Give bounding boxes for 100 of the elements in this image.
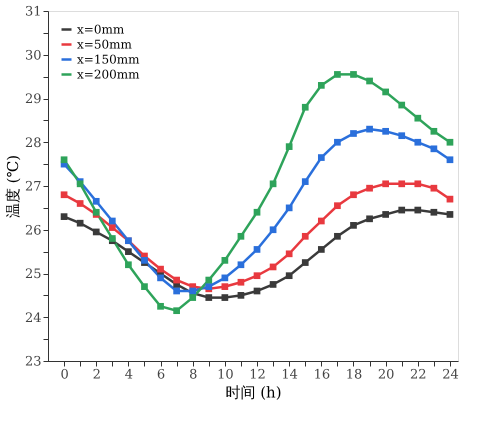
point xyxy=(222,274,228,282)
y-tick-label: 26 xyxy=(24,223,42,238)
point xyxy=(366,126,373,132)
point xyxy=(430,184,438,192)
point xyxy=(446,138,454,146)
point xyxy=(430,145,438,152)
point xyxy=(238,232,244,240)
point xyxy=(286,272,293,280)
point xyxy=(205,283,212,290)
point xyxy=(173,307,180,314)
point xyxy=(366,215,373,222)
point xyxy=(254,246,260,253)
point xyxy=(125,261,132,268)
x-tick-label: 4 xyxy=(124,368,134,382)
legend-label: x=50mm xyxy=(77,38,132,52)
point xyxy=(108,235,116,242)
point xyxy=(270,281,276,288)
point xyxy=(302,259,309,266)
point xyxy=(189,294,196,301)
point xyxy=(318,154,325,161)
x-tick-label: 22 xyxy=(410,368,427,382)
point xyxy=(173,288,180,294)
point xyxy=(141,283,148,290)
x-tick-label: 16 xyxy=(314,368,330,382)
point xyxy=(334,71,341,78)
y-tick-label: 25 xyxy=(24,267,42,282)
point xyxy=(222,257,228,264)
point xyxy=(108,218,116,224)
y-axis-title: 温度 (℃) xyxy=(4,154,22,218)
point xyxy=(382,211,389,218)
point xyxy=(205,276,212,284)
point xyxy=(334,232,341,240)
point xyxy=(414,114,422,122)
point xyxy=(382,128,389,135)
point xyxy=(125,248,132,255)
point xyxy=(92,228,100,236)
point xyxy=(318,246,325,253)
legend-label: x=150mm xyxy=(77,52,140,66)
x-tick-label: 6 xyxy=(156,368,166,382)
point xyxy=(92,208,100,216)
point xyxy=(398,180,406,188)
point xyxy=(157,266,164,272)
point xyxy=(334,202,341,210)
x-axis-title: 时间 (h) xyxy=(225,384,282,402)
point xyxy=(286,143,293,150)
point xyxy=(430,208,438,216)
point xyxy=(189,288,196,294)
point xyxy=(382,180,389,188)
point xyxy=(286,204,293,212)
point xyxy=(350,222,357,229)
point xyxy=(318,82,325,89)
point xyxy=(92,198,100,205)
x-tick-label: 10 xyxy=(217,368,234,382)
point xyxy=(430,128,438,135)
y-tick-label: 28 xyxy=(24,136,42,151)
point xyxy=(238,292,244,299)
y-tick-label: 23 xyxy=(24,354,42,370)
point xyxy=(302,178,309,185)
point xyxy=(398,132,406,140)
point xyxy=(446,196,454,202)
point xyxy=(108,224,116,231)
point xyxy=(398,206,406,214)
point xyxy=(446,156,454,164)
point xyxy=(222,283,228,290)
legend-label: x=0mm xyxy=(77,22,125,36)
point xyxy=(254,272,260,280)
point xyxy=(76,220,84,227)
point xyxy=(222,294,228,301)
point xyxy=(334,138,341,146)
point xyxy=(270,180,276,188)
point xyxy=(254,288,260,294)
point xyxy=(350,130,357,137)
point xyxy=(60,191,68,198)
point xyxy=(350,191,357,198)
point xyxy=(318,218,325,224)
point xyxy=(414,180,422,188)
point xyxy=(414,138,422,146)
point xyxy=(205,294,212,301)
y-tick-label: 29 xyxy=(24,92,42,107)
point xyxy=(366,78,373,84)
x-tick-label: 24 xyxy=(442,368,459,382)
point xyxy=(157,274,164,282)
point xyxy=(270,226,276,234)
point xyxy=(302,104,309,111)
point xyxy=(270,264,276,270)
x-tick-label: 14 xyxy=(281,368,298,382)
x-tick-label: 0 xyxy=(60,368,69,382)
legend-label: x=200mm xyxy=(77,68,140,82)
point xyxy=(446,211,454,218)
point xyxy=(414,206,422,214)
point xyxy=(382,88,389,96)
point xyxy=(286,250,293,258)
point xyxy=(366,184,373,192)
y-tick-label: 31 xyxy=(24,4,42,20)
point xyxy=(254,208,260,216)
point xyxy=(76,180,84,188)
x-tick-label: 12 xyxy=(249,368,266,382)
y-tick-label: 30 xyxy=(24,48,42,64)
point xyxy=(60,156,68,164)
point xyxy=(157,302,164,310)
